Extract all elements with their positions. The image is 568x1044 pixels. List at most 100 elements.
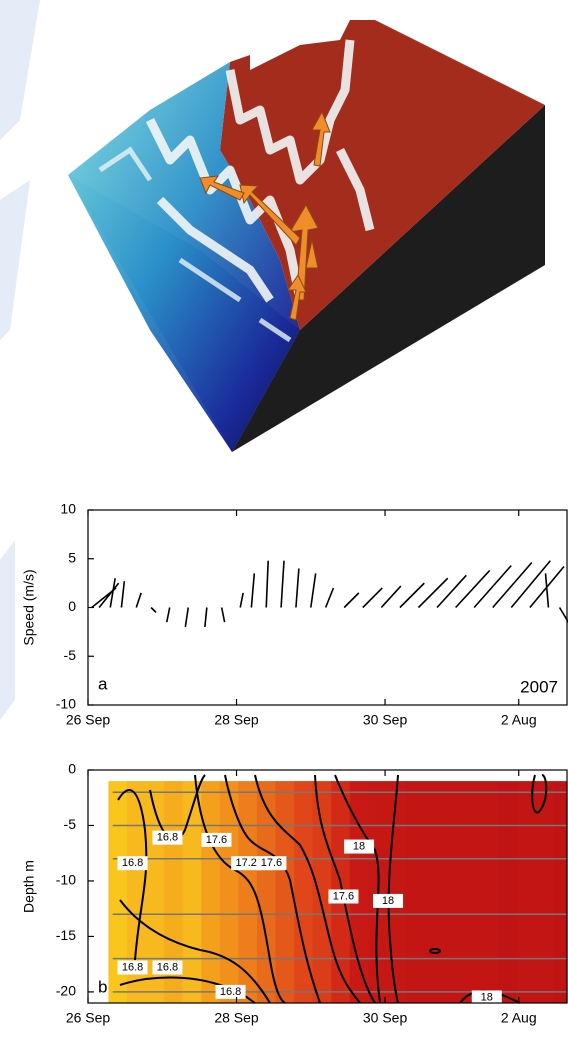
wind-stick: [343, 592, 360, 609]
contour-label-box: [117, 856, 148, 871]
wind-stick: [120, 581, 126, 608]
wind-stick: [510, 560, 551, 609]
contour-label: 16.8: [157, 961, 178, 973]
watermark: [0, 0, 40, 140]
wind-stick: [150, 606, 157, 613]
contour-label-box: [328, 889, 359, 904]
field-column: [442, 781, 462, 1003]
contour-label: 16.8: [122, 857, 143, 869]
y-tick-label: 10: [60, 501, 76, 517]
stick-chart: 26 Sep 28 Sep 30 Sep 2 Aug 10 5 0 -5 -10 Speed (m…: [21, 501, 568, 728]
contour-label: 17.6: [206, 834, 227, 846]
year-label: 2007: [520, 677, 558, 696]
contour-label-box: [344, 839, 375, 854]
contour-label: 16.8: [157, 832, 178, 844]
field-column: [516, 781, 537, 1003]
wind-stick: [220, 607, 226, 623]
panel-letter: b: [98, 977, 107, 996]
contour-label-box: [117, 960, 148, 975]
wind-stick: [184, 607, 190, 628]
contour-label: 17.2: [235, 857, 256, 869]
contour-label-box: [373, 893, 404, 908]
field-column: [479, 781, 499, 1003]
y-tick-label: -10: [56, 696, 76, 712]
x-tick-label: 30 Sep: [363, 1010, 408, 1026]
panel-letter: a: [98, 674, 108, 693]
field-column: [461, 781, 481, 1003]
y-tick-label: -10: [56, 872, 76, 888]
field-column: [294, 781, 314, 1003]
wind-stick: [417, 577, 449, 609]
watermark: [0, 540, 15, 720]
contour-label: 18: [481, 991, 493, 1003]
contour-label-box: [215, 984, 246, 999]
wind-stick: [239, 592, 244, 608]
contour-label-box: [152, 960, 183, 975]
y-axis-label: Speed (m/s): [21, 569, 37, 645]
wind-stick: [309, 573, 317, 608]
x-tick-label: 30 Sep: [363, 712, 408, 728]
wind-stick: [265, 560, 269, 608]
contour-label: 18: [353, 840, 365, 852]
field-column: [201, 781, 221, 1003]
x-tick-label: 28 Sep: [214, 1010, 259, 1026]
x-tick-label: 2 Aug: [501, 1010, 537, 1026]
contour-chart: 16.8 17.6 16.8 17.2 17.6 18 17.6 18 16.8 16.8 16.8…: [21, 761, 568, 1026]
wind-stick: [473, 565, 512, 609]
wind-stick: [280, 560, 285, 608]
field-column: [126, 781, 147, 1003]
plot-frame: [87, 509, 568, 706]
field-column: [498, 781, 518, 1003]
field-column: [256, 781, 277, 1003]
y-axis-label: Depth m: [21, 860, 37, 913]
plot-frame: [87, 769, 568, 1004]
wind-stick: [324, 587, 335, 608]
x-tick-label: 26 Sep: [66, 712, 111, 728]
contour-labels: 16.8 17.6 16.8 17.2 17.6 18 17.6 18 16.8 16.8 16.8…: [117, 830, 502, 1005]
contour-label-box: [201, 832, 232, 847]
wind-stick: [455, 569, 491, 609]
y-tick-label: 0: [68, 598, 76, 614]
wind-stick: [250, 573, 256, 608]
contour-label-box: [231, 856, 262, 871]
contour-label-box: [256, 856, 287, 871]
contour-label: 16.8: [220, 986, 241, 998]
y-tick-label: -5: [64, 647, 77, 663]
wind-stick: [165, 607, 171, 623]
wind-stick: [109, 578, 116, 608]
y-tick-label: -20: [56, 983, 76, 999]
y-tick-label: -15: [56, 927, 76, 943]
wind-stick: [362, 587, 383, 609]
contour-label: 17.6: [333, 890, 354, 902]
wind-stick: [380, 585, 402, 609]
y-tick-label: 5: [68, 549, 76, 565]
field-column: [108, 781, 128, 1003]
contour-label: 17.6: [261, 857, 282, 869]
field-column: [554, 781, 568, 1003]
wind-stick: [436, 574, 467, 609]
y-tick-label: 0: [68, 761, 76, 777]
field-column: [405, 781, 425, 1003]
terrain-image: [68, 20, 545, 452]
wind-stick: [135, 592, 142, 608]
watermark: [0, 180, 30, 340]
contour-label: 16.8: [122, 961, 143, 973]
contour-label: 18: [382, 895, 394, 907]
wind-stick: [204, 607, 208, 628]
y-tick-label: -5: [64, 816, 77, 832]
contour-label-box: [152, 830, 183, 845]
contour-label-box: [471, 990, 502, 1005]
x-tick-label: 2 Aug: [501, 712, 537, 728]
wind-stick: [492, 562, 533, 609]
field-column: [535, 781, 555, 1003]
x-tick-label: 28 Sep: [214, 712, 259, 728]
field-column: [424, 781, 444, 1003]
wind-stick: [98, 582, 120, 608]
field-column: [182, 781, 202, 1003]
field-column: [238, 781, 258, 1003]
field-column: [312, 781, 332, 1003]
x-tick-label: 26 Sep: [66, 1010, 111, 1026]
wind-stick: [399, 582, 425, 609]
wind-stick: [544, 573, 550, 608]
